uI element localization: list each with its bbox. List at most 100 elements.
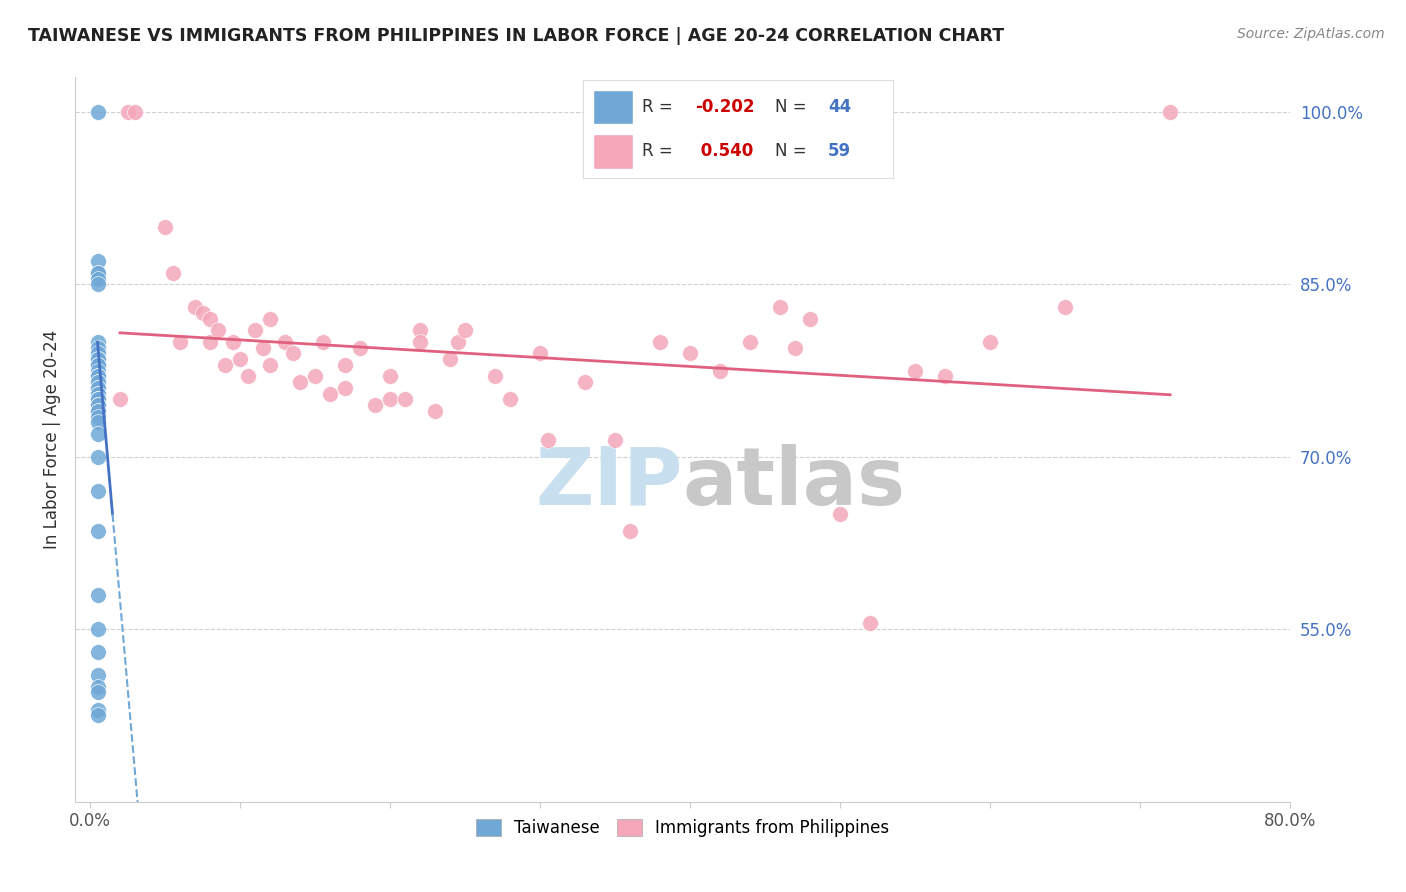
Point [86,398,108,412]
Point [86,668,108,682]
Point [288,375,311,389]
Point [162,266,184,280]
FancyBboxPatch shape [593,134,633,169]
Legend: Taiwanese, Immigrants from Philippines: Taiwanese, Immigrants from Philippines [470,813,896,844]
Point [648,334,671,349]
Point [785,341,807,355]
Point [86,369,108,384]
Text: 0.540: 0.540 [695,143,754,161]
Point [86,104,108,119]
Point [86,404,108,418]
Text: R =: R = [643,143,678,161]
Point [769,301,792,315]
Point [198,311,221,326]
Point [349,341,371,355]
Point [86,254,108,268]
Text: 44: 44 [828,98,851,116]
Point [86,450,108,464]
Point [619,524,641,539]
Point [979,334,1001,349]
Point [252,341,274,355]
Point [709,363,731,377]
Point [86,381,108,395]
Point [86,277,108,292]
Point [439,352,461,367]
Point [86,341,108,355]
Point [86,266,108,280]
FancyBboxPatch shape [593,90,633,124]
Text: Source: ZipAtlas.com: Source: ZipAtlas.com [1237,27,1385,41]
Point [86,346,108,360]
Point [117,104,139,119]
Point [446,334,468,349]
Text: ZIP: ZIP [536,444,682,522]
Point [1054,301,1077,315]
Point [86,271,108,285]
Point [281,346,304,360]
Point [86,708,108,723]
Point [409,334,432,349]
Point [86,426,108,441]
Text: N =: N = [775,98,813,116]
Point [169,334,191,349]
Point [319,386,342,401]
Point [86,392,108,407]
Point [859,616,882,631]
Point [529,346,551,360]
Point [1159,104,1181,119]
Point [333,358,356,372]
Text: TAIWANESE VS IMMIGRANTS FROM PHILIPPINES IN LABOR FORCE | AGE 20-24 CORRELATION : TAIWANESE VS IMMIGRANTS FROM PHILIPPINES… [28,27,1004,45]
Point [304,369,326,384]
Point [108,392,131,407]
Text: R =: R = [643,98,678,116]
Point [207,323,229,337]
Point [86,398,108,412]
Point [86,703,108,717]
Point [86,363,108,377]
Point [394,392,416,407]
Point [574,375,596,389]
Point [86,334,108,349]
Point [86,352,108,367]
Point [86,369,108,384]
Point [86,375,108,389]
Point [153,219,176,234]
Point [679,346,702,360]
Point [86,386,108,401]
Point [86,524,108,539]
Point [536,433,558,447]
Point [86,404,108,418]
Point [333,381,356,395]
Point [454,323,477,337]
Point [214,358,236,372]
Point [86,266,108,280]
Point [603,433,626,447]
Point [86,392,108,407]
Point [904,363,927,377]
Point [409,323,432,337]
Point [86,588,108,602]
Point [198,334,221,349]
Point [184,301,207,315]
Point [86,685,108,699]
Point [236,369,259,384]
Text: -0.202: -0.202 [695,98,755,116]
Point [378,392,401,407]
Text: 59: 59 [828,143,851,161]
Point [423,404,446,418]
Point [934,369,956,384]
Point [86,386,108,401]
Point [484,369,506,384]
Point [499,392,522,407]
Y-axis label: In Labor Force | Age 20-24: In Labor Force | Age 20-24 [44,330,60,549]
Point [229,352,252,367]
Point [259,311,281,326]
Point [86,415,108,429]
Point [738,334,761,349]
Point [86,645,108,659]
Point [221,334,243,349]
Point [86,358,108,372]
Point [378,369,401,384]
Point [364,398,387,412]
Point [259,358,281,372]
